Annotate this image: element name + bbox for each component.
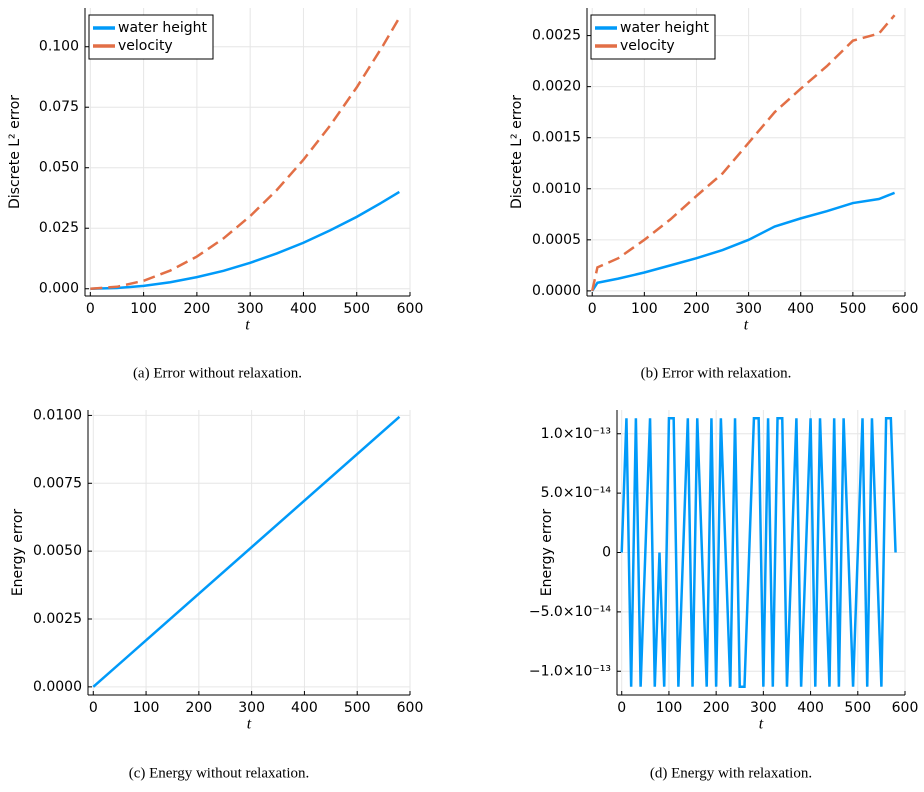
y-axis-label: Discrete L² error — [509, 95, 525, 209]
legend-label: velocity — [620, 38, 675, 54]
x-tick-label: 400 — [787, 301, 814, 317]
y-tick-label: −5.0×10⁻¹⁴ — [529, 604, 612, 620]
x-axis-label: t — [744, 317, 749, 334]
y-tick-label: 0.0000 — [532, 283, 581, 299]
caption: (a) Error without relaxation. — [133, 365, 302, 381]
caption: (c) Energy without relaxation. — [129, 765, 310, 781]
x-tick-label: 400 — [291, 700, 318, 716]
y-tick-label: 0.0010 — [532, 181, 581, 197]
legend-label: velocity — [118, 38, 173, 54]
x-tick-label: 400 — [797, 700, 824, 716]
x-tick-label: 500 — [844, 700, 871, 716]
y-tick-label: 0.0025 — [532, 28, 581, 44]
x-axis-label: t — [247, 716, 252, 733]
x-tick-label: 600 — [397, 700, 424, 716]
x-tick-label: 500 — [343, 301, 370, 317]
y-axis-label: Discrete L² error — [7, 95, 23, 209]
x-tick-label: 100 — [130, 301, 157, 317]
x-axis-label: t — [759, 716, 764, 733]
y-tick-label: 5.0×10⁻¹⁴ — [541, 485, 612, 501]
y-axis-label: Energy error — [539, 509, 555, 597]
caption: (b) Error with relaxation. — [641, 365, 792, 381]
x-tick-label: 100 — [133, 700, 160, 716]
series-line — [90, 190, 400, 290]
series-line — [92, 415, 401, 688]
x-tick-label: 0 — [617, 700, 626, 716]
x-tick-label: 0 — [86, 301, 95, 317]
x-tick-label: 400 — [290, 301, 317, 317]
x-tick-label: 200 — [703, 700, 730, 716]
y-tick-label: 0.0005 — [532, 232, 581, 248]
x-tick-label: 200 — [184, 301, 211, 317]
x-tick-label: 300 — [735, 301, 762, 317]
y-tick-label: 0.000 — [39, 281, 79, 297]
x-tick-label: 300 — [237, 301, 264, 317]
x-tick-label: 100 — [631, 301, 658, 317]
series-line — [591, 191, 896, 292]
y-tick-label: −1.0×10⁻¹³ — [529, 663, 611, 679]
y-tick-label: 0.050 — [39, 160, 79, 176]
x-tick-label: 600 — [892, 301, 919, 317]
legend-box — [590, 14, 716, 60]
legend-label: water height — [118, 20, 207, 36]
x-tick-label: 100 — [656, 700, 683, 716]
y-tick-label: 0.0020 — [532, 79, 581, 95]
caption: (d) Energy with relaxation. — [650, 765, 812, 781]
x-tick-label: 0 — [89, 700, 98, 716]
y-tick-label: 0.025 — [39, 220, 79, 236]
series-line — [590, 14, 896, 292]
x-axis-label: t — [245, 317, 250, 334]
legend-label: water height — [620, 20, 709, 36]
x-tick-label: 500 — [344, 700, 371, 716]
x-tick-label: 500 — [840, 301, 867, 317]
x-tick-label: 200 — [683, 301, 710, 317]
y-tick-label: 0.0050 — [33, 543, 82, 559]
x-tick-label: 300 — [238, 700, 265, 716]
x-tick-label: 600 — [892, 700, 919, 716]
x-tick-label: 300 — [750, 700, 777, 716]
x-tick-label: 600 — [397, 301, 424, 317]
y-tick-label: 0.0100 — [33, 407, 82, 423]
y-tick-label: 0.0025 — [33, 611, 82, 627]
y-tick-label: 0.0075 — [33, 475, 82, 491]
series-line — [90, 17, 401, 290]
legend-box — [88, 14, 214, 60]
y-tick-label: 0.0000 — [33, 679, 82, 695]
x-tick-label: 0 — [588, 301, 597, 317]
y-axis-label: Energy error — [10, 509, 26, 597]
y-tick-label: 0 — [602, 545, 611, 561]
series-line — [620, 417, 897, 688]
x-tick-label: 200 — [185, 700, 212, 716]
y-tick-label: 0.075 — [39, 99, 79, 115]
y-tick-label: 0.0015 — [532, 130, 581, 146]
y-tick-label: 0.100 — [39, 39, 79, 55]
y-tick-label: 1.0×10⁻¹³ — [541, 426, 611, 442]
